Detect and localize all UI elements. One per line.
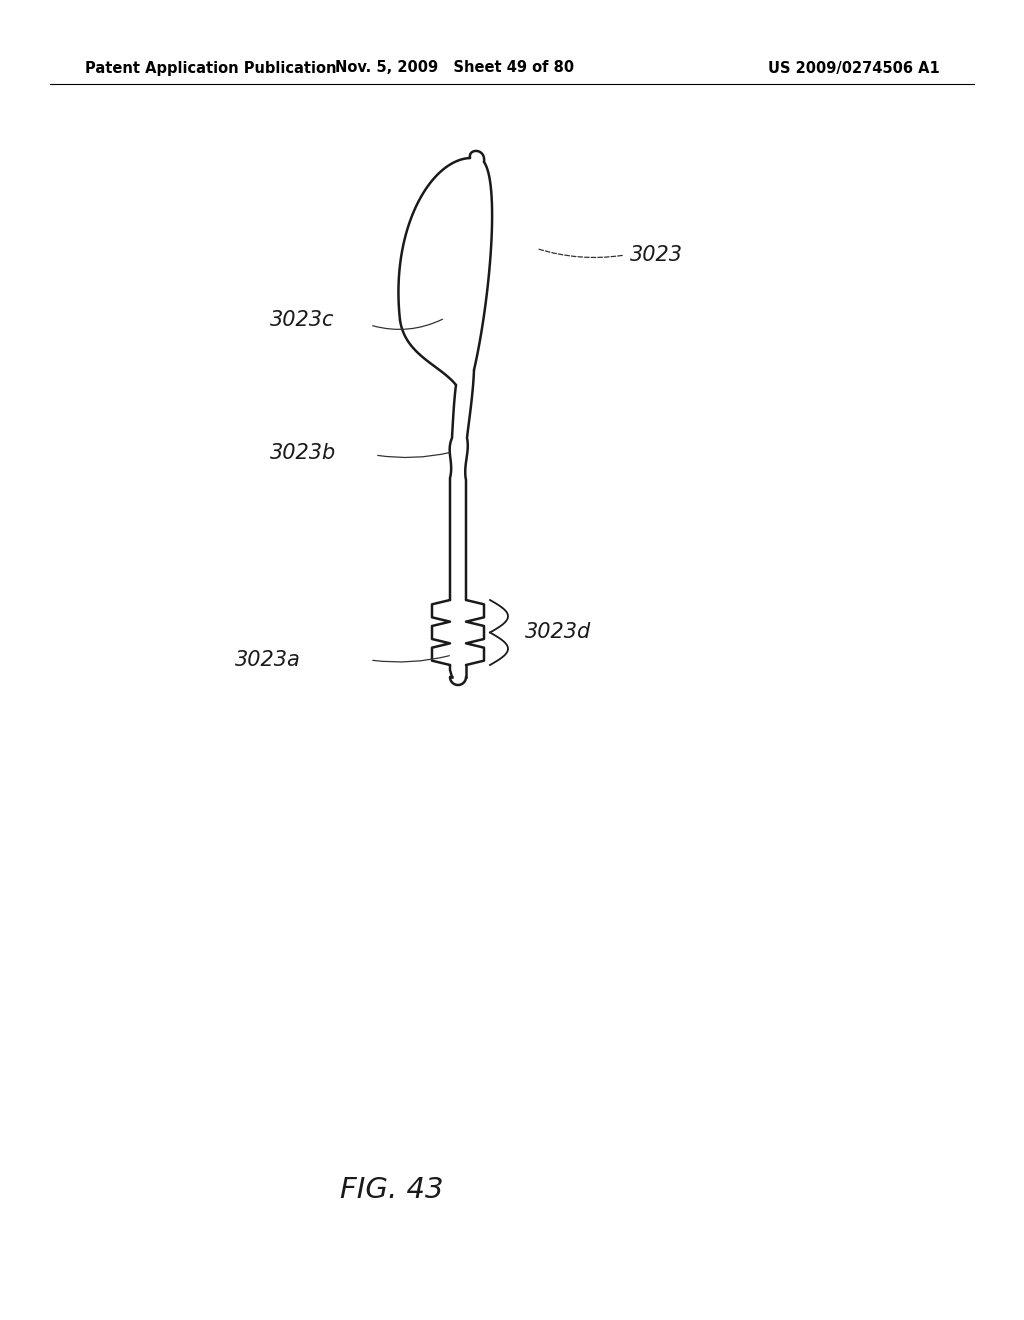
Text: 3023: 3023 [630, 246, 683, 265]
Text: US 2009/0274506 A1: US 2009/0274506 A1 [768, 61, 940, 75]
Text: FIG. 43: FIG. 43 [340, 1176, 443, 1204]
Text: Patent Application Publication: Patent Application Publication [85, 61, 337, 75]
Text: 3023b: 3023b [270, 444, 336, 463]
Text: 3023d: 3023d [525, 622, 591, 642]
Text: Nov. 5, 2009   Sheet 49 of 80: Nov. 5, 2009 Sheet 49 of 80 [336, 61, 574, 75]
Text: 3023a: 3023a [234, 649, 301, 671]
Text: 3023c: 3023c [270, 310, 335, 330]
